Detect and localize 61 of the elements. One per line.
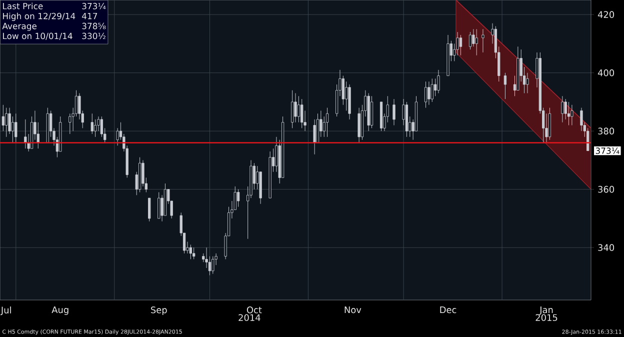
x-tick-label: Jan [539,306,553,315]
candlestick [504,72,507,100]
candlestick [212,256,214,274]
candlestick [548,108,552,140]
candlestick [158,192,160,219]
annotation: 378⅝ [82,22,106,30]
candlestick [482,28,484,53]
x-tick-label: Sep [151,306,167,316]
annotation: Average [2,22,37,31]
candlestick [94,119,97,138]
y-tick-label: 420 [598,11,614,18]
candlestick [5,108,8,138]
candlestick [430,78,434,102]
candlestick [370,96,374,128]
candlestick [313,119,316,155]
x-tick-label: Jul [0,306,11,316]
candlestick [192,247,196,260]
x-tick-label: Nov [344,306,362,314]
candlestick [11,116,14,143]
candlestick [358,108,360,143]
annotation: 330½ [82,32,106,40]
candlestick [392,98,396,126]
candlestick [2,104,4,132]
x-tick-label: Aug [52,306,68,315]
annotation: Low on 10/01/14 [3,32,72,40]
candlestick [297,96,300,123]
candlestick [326,108,329,138]
annotation: 373¼ [82,2,106,10]
candlestick [189,244,192,260]
y-tick-label: 340 [598,244,614,251]
candlestick [148,198,151,222]
candlestick [424,81,428,108]
candlestick [526,72,529,94]
candlestick [428,81,430,106]
text: 2014 [238,314,260,321]
x-tick-label: Oct [246,306,262,314]
candlestick [434,78,437,96]
y-tick-label: 380 [598,128,614,134]
candlestick [300,98,304,128]
candlestick [14,113,18,143]
candlestick [468,32,472,50]
candlestick [561,96,564,123]
candlestick [24,119,27,149]
candlestick [236,189,240,208]
annotation: High on 12/29/14 [3,12,76,21]
candlestick [475,28,478,56]
candlestick [567,102,570,126]
candlestick [345,81,348,111]
candlestick [459,34,462,56]
y-tick-label: 360 [598,186,614,193]
y-tick-label: 400 [598,69,614,76]
candlestick [294,92,297,123]
candlestick [291,90,294,128]
candlestick [437,70,440,94]
annotation: 417 [82,12,98,20]
annotation: 373¼ [596,148,620,154]
text: 2015 [536,314,558,321]
candlestick [570,104,574,126]
annotation: Last Price [3,2,43,10]
candlestick [90,113,94,134]
x-tick-label: Dec [440,306,456,314]
